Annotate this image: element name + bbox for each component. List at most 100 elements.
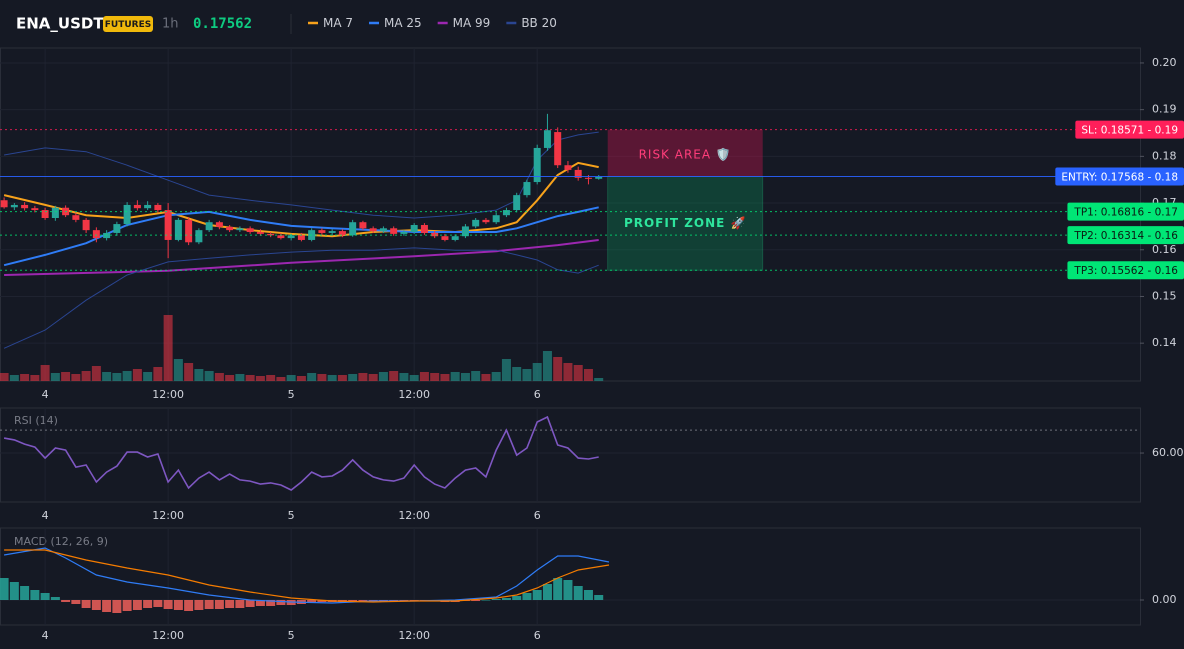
volume-bar <box>296 376 306 381</box>
y-tick-label: 0.00 <box>1152 593 1177 606</box>
macd-histogram-bar <box>563 580 573 600</box>
macd-histogram-bar <box>501 598 511 600</box>
candle-body <box>215 222 223 227</box>
candle-body <box>461 226 469 237</box>
volume-bar <box>563 363 573 381</box>
candle-body <box>82 219 90 231</box>
interval[interactable]: 1h <box>162 17 179 32</box>
macd-histogram-bar <box>348 600 358 601</box>
candle-body <box>584 177 592 179</box>
x-tick-label: 4 <box>42 388 49 401</box>
volume-bar <box>583 369 593 381</box>
macd-histogram-bar <box>81 600 91 608</box>
macd-histogram-bar <box>225 600 235 608</box>
symbol[interactable]: ENA_USDT <box>16 15 104 33</box>
volume-bar <box>440 374 450 381</box>
indicator-line <box>3 247 599 349</box>
level-tag <box>1055 167 1184 186</box>
x-tick-label: 6 <box>534 509 541 522</box>
x-tick-label: 12:00 <box>152 388 184 401</box>
x-tick-label: 12:00 <box>398 629 430 642</box>
volume-bar <box>409 375 419 381</box>
candle-body <box>482 219 490 223</box>
candle-body <box>123 204 131 225</box>
x-tick-label: 12:00 <box>152 629 184 642</box>
candle-body <box>195 230 203 243</box>
macd-histogram-bar <box>214 600 224 609</box>
macd-histogram-bar <box>512 596 522 600</box>
candle-body <box>349 222 357 236</box>
volume-bar <box>512 367 522 381</box>
volume-bar <box>276 377 286 381</box>
volume-bar <box>553 357 563 381</box>
macd-line <box>4 549 610 603</box>
volume-bar <box>481 374 491 381</box>
level-label: TP3: 0.15562 - 0.16 <box>1073 265 1178 277</box>
volume-bar <box>348 374 358 381</box>
level-label: SL: 0.18571 - 0.19 <box>1081 125 1178 137</box>
volume-bar <box>225 375 235 381</box>
volume-bar <box>184 363 194 381</box>
volume-bar <box>317 374 327 381</box>
candle-body <box>574 169 582 178</box>
candle-body <box>287 235 295 239</box>
header-bar <box>0 0 1184 48</box>
candle-body <box>390 228 398 234</box>
candle-body <box>513 195 521 211</box>
macd-histogram-bar <box>307 600 317 603</box>
volume-bar <box>194 369 204 381</box>
macd-histogram-bar <box>9 582 19 600</box>
candle-body <box>267 233 275 236</box>
legend-label: MA 99 <box>453 16 491 30</box>
legend-label: MA 25 <box>384 16 422 30</box>
candle-body <box>236 228 244 231</box>
volume-bar <box>245 375 255 381</box>
volume-bar <box>471 371 481 381</box>
macd-line <box>3 547 610 604</box>
candle-body <box>10 204 18 208</box>
macd-histogram-bar <box>40 593 50 600</box>
macd-histogram-bar <box>50 597 60 600</box>
volume-bar <box>20 374 30 381</box>
risk-zone <box>607 129 763 177</box>
legend-label: MA 7 <box>323 16 353 30</box>
candle-body <box>318 230 326 233</box>
volume-bar <box>173 359 183 381</box>
volume-bar <box>378 372 388 381</box>
volume-bar <box>153 367 163 381</box>
y-tick-label: 60.00 <box>1152 446 1184 459</box>
legend-label: BB 20 <box>521 16 557 30</box>
candle-body <box>246 228 254 233</box>
volume-bar <box>61 372 71 381</box>
candle-body <box>205 222 213 231</box>
candle-body <box>72 215 80 220</box>
volume-bar <box>358 373 368 381</box>
macd-histogram-bar <box>317 600 327 602</box>
macd-histogram-bar <box>91 600 101 610</box>
volume-bar <box>81 371 91 381</box>
macd-histogram-bar <box>194 600 204 610</box>
candle-body <box>595 176 603 179</box>
level-label: TP2: 0.16314 - 0.16 <box>1073 230 1178 242</box>
volume-bar <box>91 366 101 381</box>
candle-body <box>451 236 459 240</box>
macd-histogram-bar <box>358 600 368 601</box>
rsi-line <box>3 415 599 491</box>
y-tick-label: 0.20 <box>1152 56 1177 69</box>
candle-body <box>256 232 264 234</box>
volume-bar <box>501 359 511 381</box>
candle-body <box>533 147 541 183</box>
level-label: ENTRY: 0.17568 - 0.18 <box>1061 172 1178 184</box>
candle-body <box>472 219 480 227</box>
candle-body <box>328 231 336 233</box>
candle-body <box>113 224 121 233</box>
macd-histogram-bar <box>163 600 173 609</box>
candle-body <box>441 236 449 240</box>
macd-histogram-bar <box>0 578 9 600</box>
macd-histogram-bar <box>266 600 276 606</box>
candle-body <box>51 207 59 219</box>
y-tick-label: 0.18 <box>1152 149 1177 162</box>
candle-body <box>543 130 551 148</box>
